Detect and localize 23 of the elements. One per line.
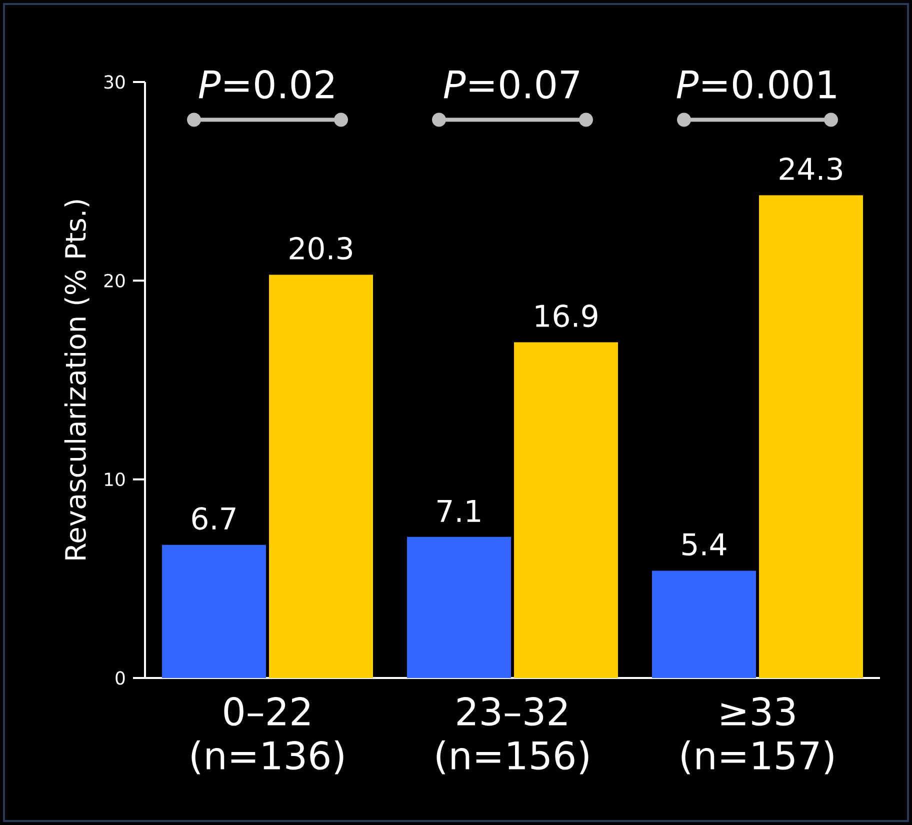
x-tick-label: ≥33 (n=157)	[682, 697, 834, 774]
data-label: 7.1	[438, 500, 480, 522]
y-tick-label: 10	[105, 472, 125, 486]
bar	[407, 536, 511, 678]
bar	[758, 195, 863, 678]
bar	[652, 570, 756, 678]
bar	[162, 544, 266, 678]
y-tick-label: 20	[104, 274, 125, 288]
data-label: 6.7	[192, 507, 236, 530]
bar	[514, 342, 618, 678]
x-tick-label: 23–32 (n=156)	[436, 697, 588, 774]
y-tick-label: 30	[104, 75, 125, 89]
y-axis-title: Revascularization (% Pts.)	[64, 200, 90, 560]
y-tick-label: 0	[116, 671, 125, 685]
bar	[269, 274, 373, 678]
annotation: P=0.02	[198, 70, 334, 99]
data-label: 20.3	[290, 236, 352, 260]
x-tick-label: 0–22 (n=136)	[192, 697, 344, 774]
data-label: 5.4	[682, 533, 726, 556]
data-label: 24.3	[780, 157, 842, 180]
annotation: P=0.07	[444, 70, 579, 99]
annotation: P=0.001	[676, 70, 836, 99]
data-label: 16.9	[536, 304, 598, 328]
